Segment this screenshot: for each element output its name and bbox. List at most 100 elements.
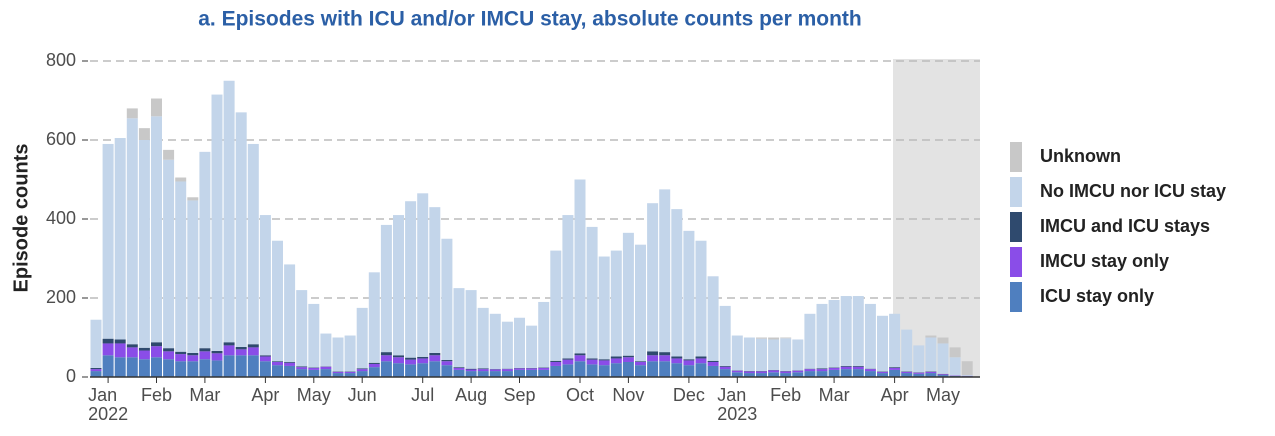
bar-segment — [187, 197, 199, 201]
bar-segment — [441, 238, 453, 361]
bar-segment — [247, 143, 259, 345]
bar-segment — [514, 369, 525, 377]
bar-segment — [719, 305, 731, 366]
bar-segment — [501, 369, 513, 372]
bar-segment — [586, 359, 598, 365]
bar-segment — [550, 365, 562, 377]
bar-segment — [453, 288, 465, 368]
bar-segment — [187, 352, 199, 356]
bar-segment — [211, 353, 223, 361]
bar-segment — [961, 361, 973, 376]
bar-segment — [368, 272, 380, 363]
bar-segment — [659, 352, 671, 356]
bar-segment — [683, 365, 695, 377]
bar-segment — [635, 361, 646, 362]
bar-segment — [598, 365, 610, 377]
bar-segment — [622, 361, 634, 377]
bar-segment — [187, 355, 199, 362]
bar-segment — [768, 372, 780, 377]
bar-segment — [889, 313, 901, 368]
bar-segment — [126, 357, 138, 377]
bar-segment — [175, 361, 187, 377]
legend-label: No IMCU nor ICU stay — [1040, 181, 1226, 201]
bar-segment — [211, 360, 223, 377]
bar-segment — [102, 338, 114, 344]
bar-segment — [465, 369, 477, 372]
bar-segment — [308, 303, 320, 368]
bar-segment — [610, 250, 622, 357]
bar-segment — [864, 369, 876, 372]
bar-segment — [320, 369, 332, 377]
bar-segment — [937, 375, 949, 377]
bar-segment — [683, 359, 695, 361]
bar-segment — [659, 189, 671, 353]
bar-segment — [501, 371, 513, 377]
bar-segment — [247, 347, 259, 356]
bar-segment — [659, 355, 671, 362]
legend-key — [1010, 212, 1022, 242]
bar-segment — [429, 355, 441, 362]
bar-segment — [429, 361, 441, 377]
bar-segment — [453, 367, 465, 370]
bar-segment — [719, 366, 731, 370]
bar-segment — [102, 143, 114, 339]
bar-segment — [429, 207, 441, 353]
bar-segment — [816, 371, 828, 377]
x-tick-label: Aug — [455, 385, 488, 405]
bar-segment — [852, 369, 864, 377]
x-tick-label: Jan 2023 — [717, 385, 758, 424]
bar-segment — [102, 355, 114, 377]
bar-segment — [151, 357, 162, 377]
bar-segment — [707, 276, 719, 361]
y-tick-label: 0 — [66, 366, 76, 386]
bar-segment — [320, 333, 332, 367]
bar-segment — [211, 94, 223, 351]
bar-segment — [780, 371, 792, 374]
bar-segment — [756, 371, 767, 374]
bar-segment — [259, 356, 271, 362]
bar-segment — [126, 347, 138, 358]
x-tick-label: Apr — [880, 385, 909, 405]
bar-segment — [235, 346, 247, 350]
x-tick-label: Jul — [411, 385, 435, 405]
bar-segment — [114, 343, 126, 358]
bar-segment — [405, 359, 417, 365]
bar-segment — [562, 358, 574, 360]
bar-segment — [126, 118, 138, 345]
bar-segment — [828, 369, 840, 377]
bar-segment — [477, 371, 489, 377]
bar-segment — [598, 359, 610, 361]
bar-segment — [247, 355, 259, 377]
bar-segment — [610, 356, 622, 359]
bar-segment — [538, 367, 550, 370]
bar-segment — [695, 358, 707, 364]
bar-segment — [526, 325, 538, 368]
bar-segment — [356, 369, 368, 372]
bar-segment — [90, 319, 102, 368]
bar-segment — [610, 358, 622, 364]
bar-segment — [526, 368, 538, 370]
bar-segment — [671, 209, 683, 357]
bar-segment — [756, 373, 767, 377]
bar-segment — [731, 335, 743, 371]
bar-segment — [780, 338, 792, 372]
bar-segment — [90, 367, 102, 370]
x-tick-label: Sep — [503, 385, 536, 405]
bar-segment — [840, 366, 852, 370]
bar-segment — [380, 224, 392, 353]
bar-segment — [126, 344, 138, 348]
y-axis-title: Episode counts — [10, 144, 32, 293]
bar-segment — [477, 307, 489, 369]
bar-segment — [816, 368, 828, 370]
bar-segment — [356, 368, 368, 370]
bar-segment — [671, 363, 683, 377]
bar-segment — [647, 361, 659, 377]
bar-segment — [417, 358, 429, 364]
bar-segment — [877, 315, 888, 372]
bar-segment — [114, 357, 126, 377]
bar-segment — [332, 371, 344, 374]
bar-segment — [780, 337, 792, 339]
bar-segment — [840, 365, 852, 367]
y-tick-label: 400 — [46, 208, 76, 228]
